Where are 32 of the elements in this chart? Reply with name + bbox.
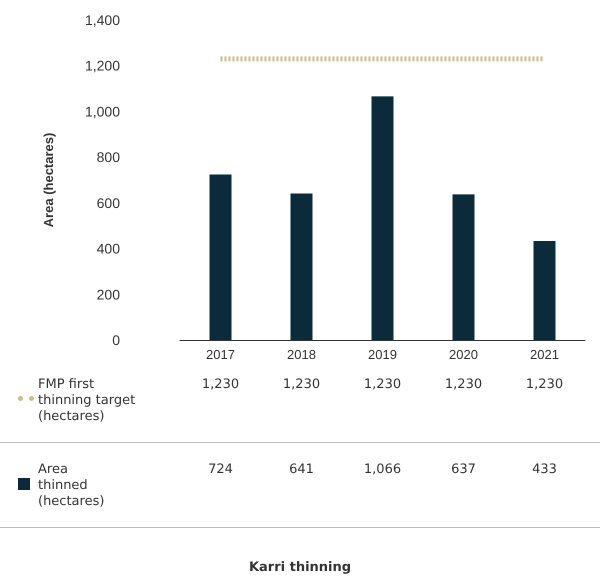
bar: [372, 96, 394, 340]
data-label: 1,066: [364, 462, 402, 477]
y-tick-label: 1,400: [84, 12, 120, 28]
data-label: 433: [532, 462, 557, 477]
legend-label: FMP first thinning target (hectares): [38, 377, 136, 425]
y-tick-label: 1,200: [84, 58, 120, 74]
y-tick-label: 1,000: [84, 103, 120, 120]
data-label: 641: [289, 462, 314, 477]
legend-label: Area thinned (hectares): [38, 462, 106, 510]
x-tick-label: 2018: [287, 347, 316, 362]
data-label: 1,230: [364, 377, 402, 392]
y-axis-title: Area (hectares): [41, 132, 56, 228]
y-tick-label: 800: [96, 149, 120, 166]
y-tick-label: 0: [112, 332, 120, 348]
y-tick-label: 200: [96, 286, 120, 302]
bar: [452, 194, 474, 340]
y-tick-label: 400: [96, 240, 120, 257]
bar: [290, 193, 312, 340]
x-tick-label: 2019: [368, 347, 397, 362]
data-label: 1,230: [444, 377, 482, 392]
data-label: 637: [451, 462, 476, 477]
x-tick-label: 2020: [449, 347, 478, 362]
text: Karri thinning: [248, 560, 352, 575]
data-label: 1,230: [202, 377, 240, 392]
y-tick-label: 600: [96, 194, 120, 211]
x-tick-label: 2017: [206, 347, 235, 362]
data-label: 1,230: [282, 377, 320, 392]
bar: [210, 174, 232, 340]
bar: [534, 241, 556, 340]
x-tick-label: 2021: [530, 347, 559, 362]
data-label: 724: [208, 462, 233, 477]
data-label: 1,230: [526, 377, 564, 392]
